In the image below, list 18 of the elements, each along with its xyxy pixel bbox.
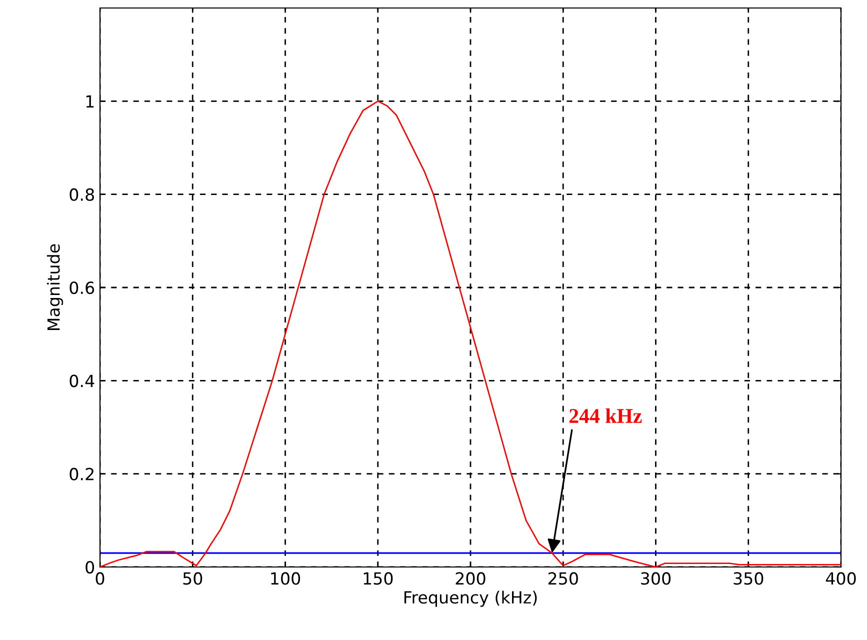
x-tick-label: 0 — [96, 572, 104, 585]
y-tick-label: 0.2 — [70, 468, 94, 480]
y-tick-label: 1 — [86, 95, 94, 108]
x-tick-label: 150 — [364, 572, 393, 585]
x-tick-label: 250 — [548, 572, 578, 585]
y-tick-label: 0.4 — [70, 374, 94, 388]
y-axis-title: Magnitude — [46, 244, 64, 330]
x-tick-label: 300 — [641, 572, 671, 585]
x-tick-label: 100 — [271, 572, 300, 585]
x-tick-label: 50 — [183, 572, 202, 585]
x-tick-label: 400 — [826, 572, 856, 585]
y-tick-label: 0.8 — [70, 188, 94, 201]
x-axis-title: Frequency (kHz) — [404, 590, 537, 607]
annotation: 244 kHz — [570, 408, 642, 423]
x-tick-label: 350 — [734, 572, 764, 585]
y-tick-label: 0 — [86, 560, 94, 574]
y-tick-label: 0.6 — [70, 281, 94, 294]
x-tick-label: 200 — [456, 572, 486, 585]
